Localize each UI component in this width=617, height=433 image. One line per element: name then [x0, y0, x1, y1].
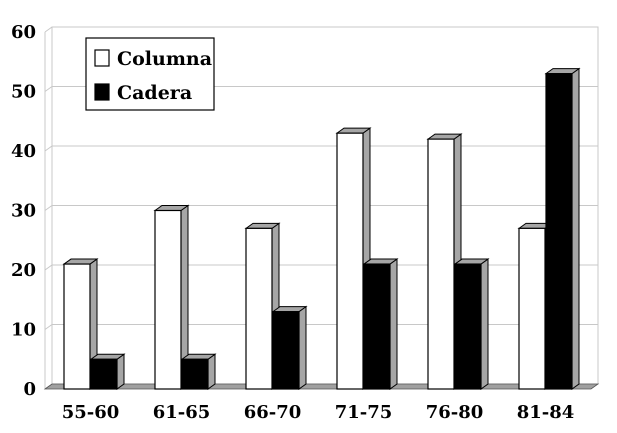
bar-columna-55-60	[62, 258, 99, 390]
bar-cadera-81-84	[544, 67, 581, 390]
x-tick-label: 81-84	[517, 402, 575, 423]
y-tick-label: 60	[11, 22, 36, 43]
y-tick-label: 50	[11, 82, 36, 103]
legend-label: Columna	[117, 48, 212, 70]
bar-columna-66-70	[244, 222, 281, 390]
bar-cadera-66-70	[271, 305, 308, 390]
bar-front-face	[427, 138, 455, 390]
grid-diagonal	[44, 145, 53, 152]
grid-diagonal	[44, 264, 53, 271]
y-tick-label: 0	[23, 379, 36, 400]
bar-cadera-55-60	[89, 353, 126, 390]
y-axis-ticks: 0 10 20 30 40 50 60	[11, 22, 36, 400]
bar-side-face	[207, 353, 216, 390]
bar-front-face	[272, 311, 300, 390]
y-tick-label: 10	[11, 320, 36, 341]
bar-side-face	[116, 353, 125, 390]
y-tick-label: 20	[11, 260, 36, 281]
bar-front-face	[518, 227, 546, 390]
bar-front-face	[336, 132, 364, 390]
bar-front-face	[90, 358, 118, 390]
y-tick-label: 40	[11, 141, 36, 162]
bars-group	[62, 67, 581, 390]
legend-label: Cadera	[117, 82, 192, 104]
bar-columna-61-65	[153, 204, 190, 390]
grid-diagonal	[44, 86, 53, 92]
bar-side-face	[480, 258, 489, 390]
x-axis-ticks: 55-60 61-65 66-70 71-75 76-80 81-84	[62, 402, 575, 423]
chart-floor	[43, 383, 600, 390]
bar-columna-76-80	[426, 133, 463, 390]
bar-cadera-61-65	[180, 353, 217, 390]
bar-cadera-71-75	[362, 258, 399, 390]
bar-front-face	[181, 358, 209, 390]
grid-diagonal	[44, 26, 53, 33]
bar-front-face	[545, 73, 573, 390]
legend-swatch	[94, 83, 110, 101]
bar-front-face	[154, 209, 182, 390]
bar-side-face	[298, 305, 307, 390]
x-tick-label: 71-75	[335, 402, 393, 423]
bar-front-face	[245, 227, 273, 390]
x-tick-label: 66-70	[244, 402, 302, 423]
bar-front-face	[454, 263, 482, 390]
x-tick-label: 61-65	[153, 402, 211, 423]
grid-diagonal	[44, 324, 53, 330]
legend: Columna Cadera	[85, 37, 215, 111]
bar-front-face	[63, 263, 91, 390]
grid-diagonal	[44, 205, 53, 211]
legend-swatch	[94, 49, 110, 67]
y-tick-label: 30	[11, 201, 36, 222]
bar-side-face	[389, 258, 398, 390]
x-tick-label: 55-60	[62, 402, 120, 423]
bar-columna-71-75	[335, 127, 372, 390]
x-tick-label: 76-80	[426, 402, 484, 423]
bar-cadera-76-80	[453, 258, 490, 390]
bar-side-face	[571, 67, 580, 390]
floor-plane	[43, 383, 600, 390]
bar-front-face	[363, 263, 391, 390]
